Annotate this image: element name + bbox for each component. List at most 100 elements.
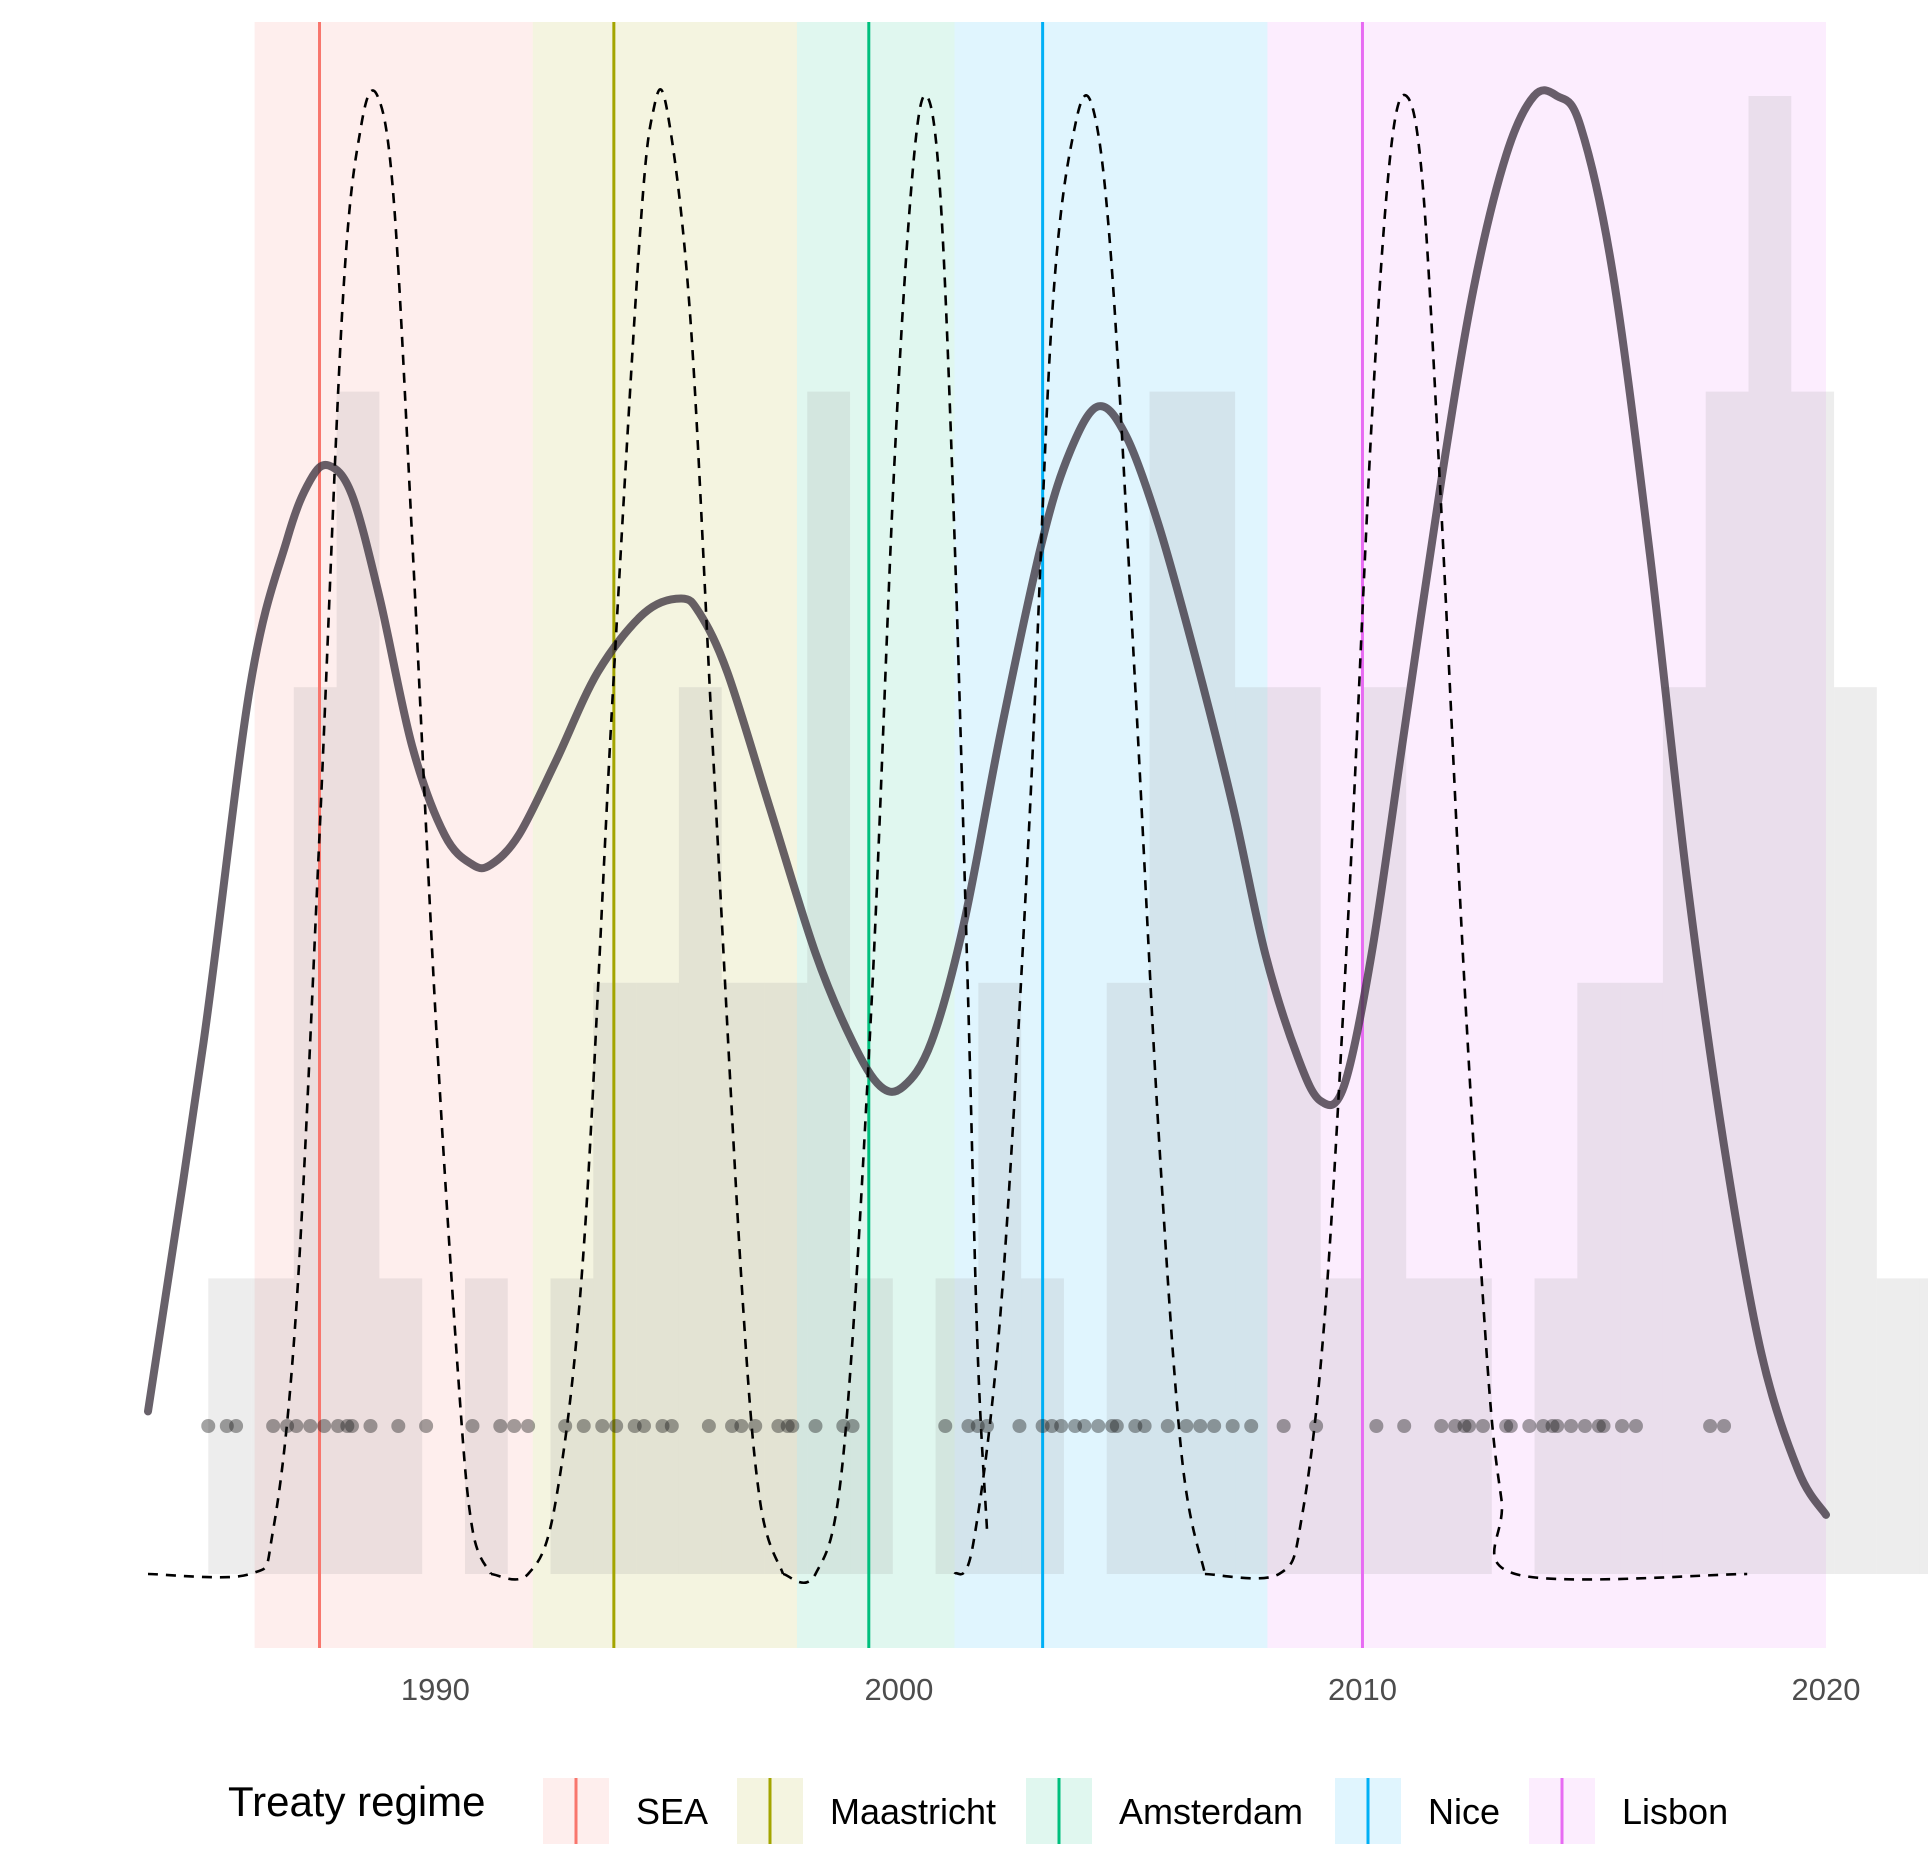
legend-label: Lisbon — [1622, 1791, 1728, 1832]
histogram-bar — [1449, 1278, 1492, 1574]
histogram-bar — [1534, 1278, 1578, 1574]
event-point — [229, 1419, 244, 1433]
event-point — [1564, 1419, 1579, 1433]
event-point — [1309, 1419, 1324, 1433]
event-point — [1054, 1419, 1069, 1433]
histogram-bar — [1363, 687, 1407, 1574]
event-point — [340, 1419, 355, 1433]
histogram-bar — [1705, 391, 1749, 1575]
event-point — [970, 1419, 985, 1433]
density-maastricht — [490, 87, 785, 1581]
event-point — [419, 1419, 434, 1433]
histogram-bar — [550, 1278, 594, 1574]
event-point — [317, 1419, 332, 1433]
histogram-bar — [379, 1278, 423, 1574]
event-point — [1244, 1419, 1259, 1433]
histogram-bar — [1106, 982, 1150, 1574]
event-point — [1462, 1419, 1477, 1433]
x-axis: 1990 2000 2010 2020 — [401, 1672, 1861, 1707]
histogram-bar — [978, 982, 1022, 1574]
legend-item-lisbon: Lisbon — [1529, 1778, 1728, 1844]
treaty-lines — [318, 22, 1364, 1648]
event-point — [1369, 1419, 1384, 1433]
event-point — [280, 1419, 295, 1433]
event-point — [558, 1419, 573, 1433]
x-tick-label: 2010 — [1328, 1672, 1397, 1707]
event-point — [1550, 1419, 1565, 1433]
event-point — [1503, 1419, 1518, 1433]
histogram-bar — [208, 1278, 252, 1574]
event-point — [1615, 1419, 1630, 1433]
event-point — [1160, 1419, 1175, 1433]
event-point — [1596, 1419, 1611, 1433]
band-nice — [954, 22, 1268, 1648]
event-point — [771, 1419, 786, 1433]
event-point — [1434, 1419, 1449, 1433]
histogram-bar — [850, 1278, 893, 1574]
histogram-bar — [293, 687, 337, 1574]
event-point — [1591, 1419, 1606, 1433]
event-point — [1522, 1419, 1537, 1433]
event-point — [655, 1419, 670, 1433]
band-amsterdam — [796, 22, 955, 1648]
event-point — [1499, 1419, 1514, 1433]
event-point — [1128, 1419, 1143, 1433]
event-point — [521, 1419, 536, 1433]
legend: Treaty regime SEA Maastricht Amsterdam Nice… — [228, 1778, 1728, 1844]
band-maastricht — [532, 22, 797, 1648]
histogram-bar — [1662, 687, 1706, 1574]
histogram-bar — [721, 982, 765, 1574]
event-points — [201, 1419, 1732, 1433]
event-point — [748, 1419, 763, 1433]
event-point — [1035, 1419, 1050, 1433]
event-point — [636, 1419, 651, 1433]
legend-label: Amsterdam — [1119, 1791, 1303, 1832]
event-point — [1109, 1419, 1124, 1433]
event-point — [961, 1419, 976, 1433]
histogram-bar — [251, 1278, 294, 1574]
event-point — [1276, 1419, 1291, 1433]
histogram-bar — [1192, 391, 1236, 1575]
event-point — [391, 1419, 406, 1433]
event-point — [1397, 1419, 1412, 1433]
event-point — [836, 1419, 851, 1433]
regime-densities — [147, 87, 1748, 1584]
event-point — [1475, 1419, 1490, 1433]
band-sea — [254, 22, 533, 1648]
histogram-bar — [1919, 1278, 1928, 1574]
event-point — [1105, 1419, 1120, 1433]
event-point — [595, 1419, 610, 1433]
legend-label: SEA — [636, 1791, 708, 1832]
event-point — [1628, 1419, 1643, 1433]
x-tick-label: 1990 — [401, 1672, 470, 1707]
histogram-bar — [1235, 687, 1278, 1574]
legend-item-amsterdam: Amsterdam — [1026, 1778, 1303, 1844]
event-point — [1448, 1419, 1463, 1433]
x-tick-label: 2020 — [1792, 1672, 1861, 1707]
histogram-bar — [678, 687, 722, 1574]
event-point — [780, 1419, 795, 1433]
event-point — [1577, 1419, 1592, 1433]
event-point — [1179, 1419, 1194, 1433]
event-point — [1068, 1419, 1083, 1433]
histogram-bar — [336, 391, 380, 1575]
event-point — [725, 1419, 740, 1433]
legend-item-sea: SEA — [543, 1778, 708, 1844]
event-point — [344, 1419, 359, 1433]
event-point — [219, 1419, 234, 1433]
histogram-bar — [764, 982, 808, 1574]
event-point — [303, 1419, 318, 1433]
event-point — [1091, 1419, 1106, 1433]
event-point — [734, 1419, 749, 1433]
regime-bands — [254, 22, 1826, 1648]
histogram-bar — [1149, 391, 1193, 1575]
legend-label: Maastricht — [830, 1791, 996, 1832]
histogram-bar — [1834, 687, 1877, 1574]
event-point — [1545, 1419, 1560, 1433]
band-lisbon — [1267, 22, 1826, 1648]
legend-label: Nice — [1428, 1791, 1500, 1832]
overall-density — [144, 86, 1830, 1519]
event-point — [465, 1419, 480, 1433]
histogram-bar — [1748, 96, 1792, 1574]
